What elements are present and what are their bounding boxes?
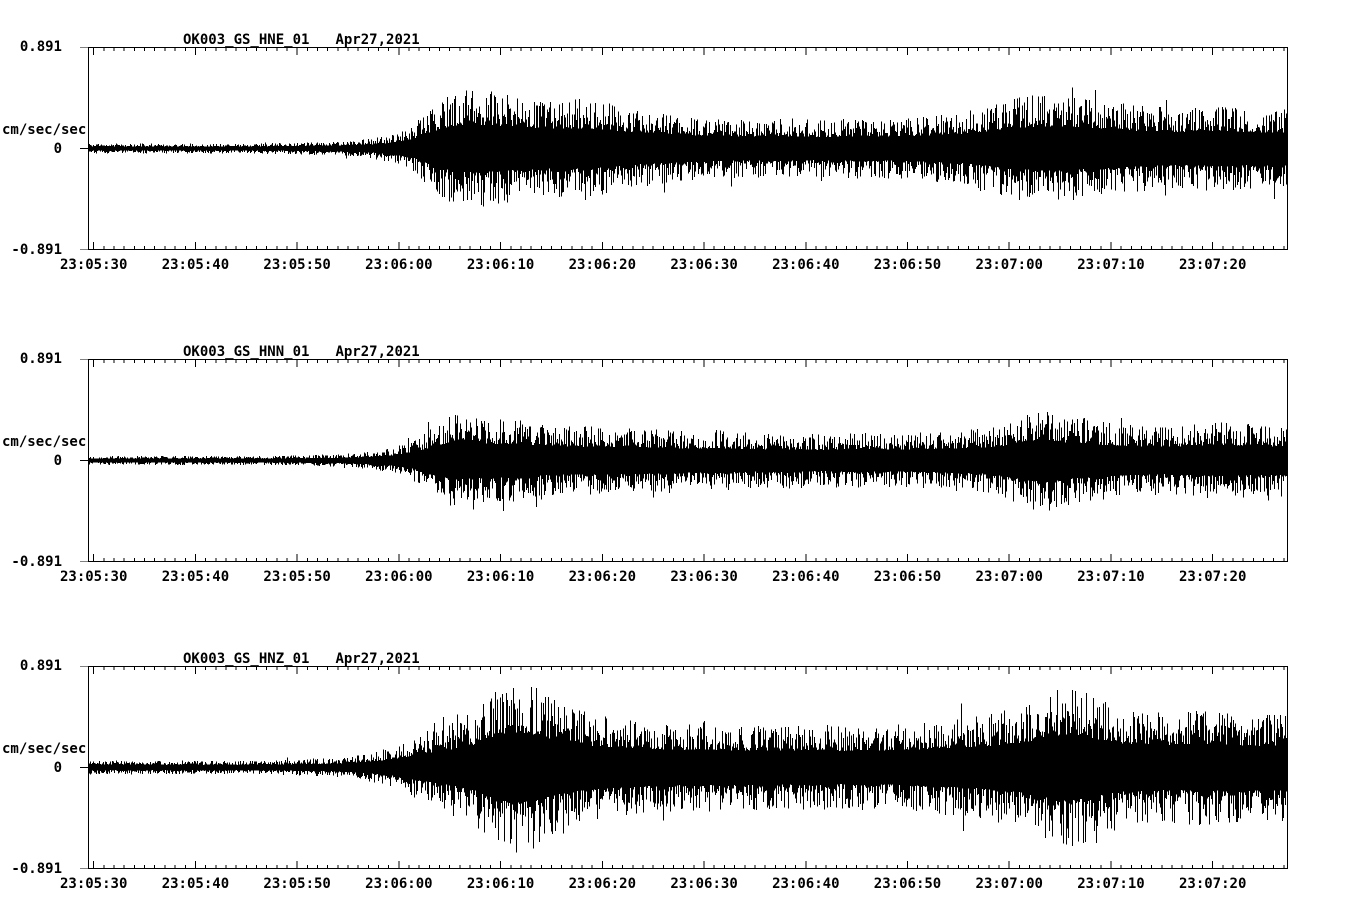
panel-title: OK003_GS_HNN_01 Apr27,2021 — [183, 344, 420, 360]
x-tick-label: 23:06:00 — [365, 257, 433, 273]
y-max-label: 0.891 — [19, 351, 62, 367]
x-tick-label: 23:06:00 — [365, 876, 433, 892]
x-tick-label: 23:06:10 — [466, 569, 535, 585]
x-tick-label: 23:06:00 — [365, 569, 433, 585]
y-min-label: -0.891 — [11, 242, 62, 258]
date-label: Apr27,2021 — [335, 344, 420, 360]
waveform-plot-hnn — [80, 359, 1288, 562]
x-axis-labels: 23:05:30 23:05:40 23:05:50 23:06:00 23:06:10… — [0, 876, 1358, 894]
x-tick-label: 23:06:40 — [772, 257, 840, 273]
panel-title: OK003_GS_HNE_01 Apr27,2021 — [183, 32, 420, 48]
station-label: OK003_GS_HNN_01 — [183, 344, 310, 360]
y-units-label: cm/sec/sec — [2, 122, 87, 138]
x-tick-label: 23:05:30 — [59, 257, 128, 273]
x-tick-label: 23:06:20 — [568, 876, 637, 892]
x-tick-label: 23:05:50 — [263, 876, 331, 892]
seismogram-trace — [88, 87, 1288, 207]
date-label: Apr27,2021 — [335, 651, 420, 667]
y-max-label: 0.891 — [19, 658, 62, 674]
x-tick-label: 23:05:40 — [161, 876, 230, 892]
x-tick-label: 23:05:30 — [59, 876, 128, 892]
x-tick-label: 23:06:50 — [873, 257, 942, 273]
x-tick-label: 23:06:40 — [772, 876, 840, 892]
y-zero-label: 0 — [53, 141, 62, 157]
x-tick-label: 23:07:10 — [1077, 569, 1145, 585]
station-label: OK003_GS_HNE_01 — [183, 32, 310, 48]
x-axis-labels: 23:05:30 23:05:40 23:05:50 23:06:00 23:06:10… — [0, 569, 1358, 587]
x-tick-label: 23:07:00 — [975, 257, 1043, 273]
x-tick-label: 23:07:00 — [975, 876, 1043, 892]
x-tick-label: 23:06:50 — [873, 876, 942, 892]
x-tick-label: 23:06:30 — [670, 569, 738, 585]
panel-hne: OK003_GS_HNE_01 Apr27,2021 0.891 cm/sec/s… — [0, 32, 1358, 300]
x-tick-label: 23:07:20 — [1178, 876, 1247, 892]
x-tick-label: 23:07:20 — [1178, 569, 1247, 585]
seismogram-trace — [88, 412, 1288, 511]
y-max-label: 0.891 — [19, 39, 62, 55]
x-tick-label: 23:06:30 — [670, 257, 738, 273]
waveform-plot-hnz — [80, 666, 1288, 869]
x-tick-label: 23:06:20 — [568, 257, 637, 273]
x-tick-label: 23:06:20 — [568, 569, 637, 585]
x-tick-label: 23:06:30 — [670, 876, 738, 892]
panel-hnz: OK003_GS_HNZ_01 Apr27,2021 0.891 cm/sec/s… — [0, 651, 1358, 919]
panel-hnn: OK003_GS_HNN_01 Apr27,2021 0.891 cm/sec/s… — [0, 344, 1358, 612]
x-tick-label: 23:06:40 — [772, 569, 840, 585]
x-tick-label: 23:05:50 — [263, 569, 331, 585]
date-label: Apr27,2021 — [335, 32, 420, 48]
panel-title: OK003_GS_HNZ_01 Apr27,2021 — [183, 651, 420, 667]
seismogram-trace — [88, 687, 1288, 853]
y-units-label: cm/sec/sec — [2, 434, 87, 450]
x-tick-label: 23:05:40 — [161, 257, 230, 273]
x-tick-label: 23:06:10 — [466, 876, 535, 892]
x-tick-label: 23:06:50 — [873, 569, 942, 585]
x-tick-label: 23:07:00 — [975, 569, 1043, 585]
y-zero-label: 0 — [53, 453, 62, 469]
x-tick-label: 23:05:50 — [263, 257, 331, 273]
x-tick-label: 23:07:20 — [1178, 257, 1247, 273]
x-tick-label: 23:05:30 — [59, 569, 128, 585]
x-tick-label: 23:06:10 — [466, 257, 535, 273]
waveform-plot-hne — [80, 47, 1288, 250]
y-zero-label: 0 — [53, 760, 62, 776]
station-label: OK003_GS_HNZ_01 — [183, 651, 310, 667]
x-tick-label: 23:07:10 — [1077, 876, 1145, 892]
x-axis-labels: 23:05:30 23:05:40 23:05:50 23:06:00 23:06:10… — [0, 257, 1358, 275]
y-min-label: -0.891 — [11, 861, 62, 877]
y-units-label: cm/sec/sec — [2, 741, 87, 757]
x-tick-label: 23:05:40 — [161, 569, 230, 585]
x-tick-label: 23:07:10 — [1077, 257, 1145, 273]
y-min-label: -0.891 — [11, 554, 62, 570]
